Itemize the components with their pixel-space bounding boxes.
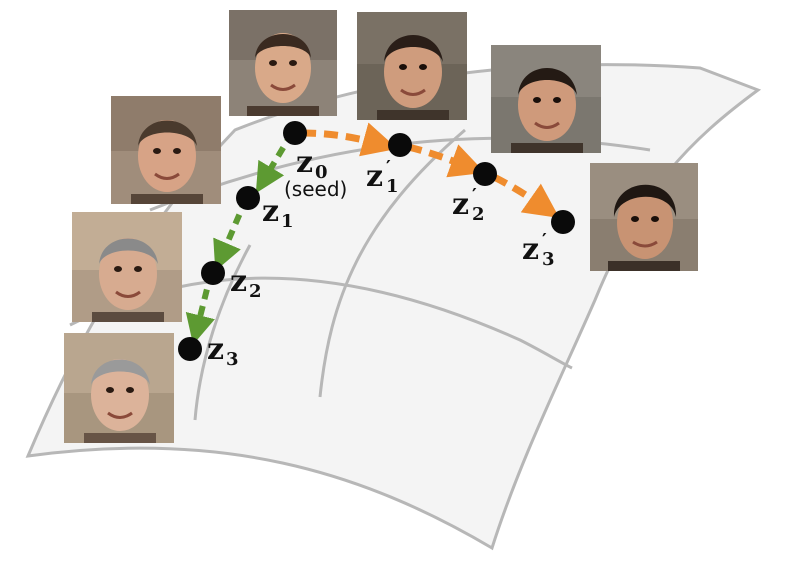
svg-text:z: z: [296, 145, 313, 180]
svg-text:3: 3: [226, 349, 239, 370]
svg-text:′: ′: [542, 230, 547, 251]
face-image-z3-prime: [590, 163, 698, 271]
svg-text:1: 1: [386, 176, 399, 197]
svg-text:2: 2: [472, 204, 485, 225]
svg-text:z: z: [262, 194, 279, 229]
svg-text:′: ′: [472, 185, 477, 206]
point-z2p: [473, 162, 497, 186]
label-z3-prime: z ′ 3: [522, 230, 555, 270]
orange-arrow-1-2: [407, 143, 486, 178]
point-z1: [236, 186, 260, 210]
point-z2: [201, 261, 225, 285]
svg-text:1: 1: [281, 211, 294, 232]
svg-text:0: 0: [315, 162, 328, 183]
point-z0: [283, 121, 307, 145]
green-arrow-2-3: [185, 272, 215, 345]
face-image-z2-prime: [491, 45, 601, 153]
label-z1-prime: z ′ 1: [366, 157, 399, 197]
label-z3: z 3: [207, 332, 239, 370]
svg-text:′: ′: [386, 157, 391, 178]
face-image-seed: [229, 10, 337, 116]
surface-grid-line: [318, 128, 466, 398]
point-z3p: [551, 210, 575, 234]
face-image-z1: [111, 96, 221, 204]
svg-text:z: z: [522, 232, 539, 267]
face-image-z2: [72, 212, 182, 322]
svg-text:z: z: [452, 187, 469, 222]
label-z2-prime: z ′ 2: [452, 185, 485, 225]
label-z2: z 2: [230, 264, 262, 302]
svg-text:2: 2: [249, 281, 262, 302]
orange-arrow-2-3: [492, 173, 560, 219]
face-image-z1-prime: [357, 12, 467, 120]
svg-text:z: z: [207, 332, 224, 367]
label-z1: z 1: [262, 194, 294, 232]
svg-text:z: z: [230, 264, 247, 299]
point-z3: [178, 337, 202, 361]
orange-arrow-0-1: [301, 122, 398, 157]
point-z1p: [388, 133, 412, 157]
label-seed: (seed): [284, 177, 347, 201]
label-z0: z 0: [296, 145, 328, 183]
svg-text:3: 3: [542, 249, 555, 270]
green-arrow-1-2: [213, 197, 249, 272]
svg-text:z: z: [366, 159, 383, 194]
face-image-z3: [64, 333, 174, 443]
